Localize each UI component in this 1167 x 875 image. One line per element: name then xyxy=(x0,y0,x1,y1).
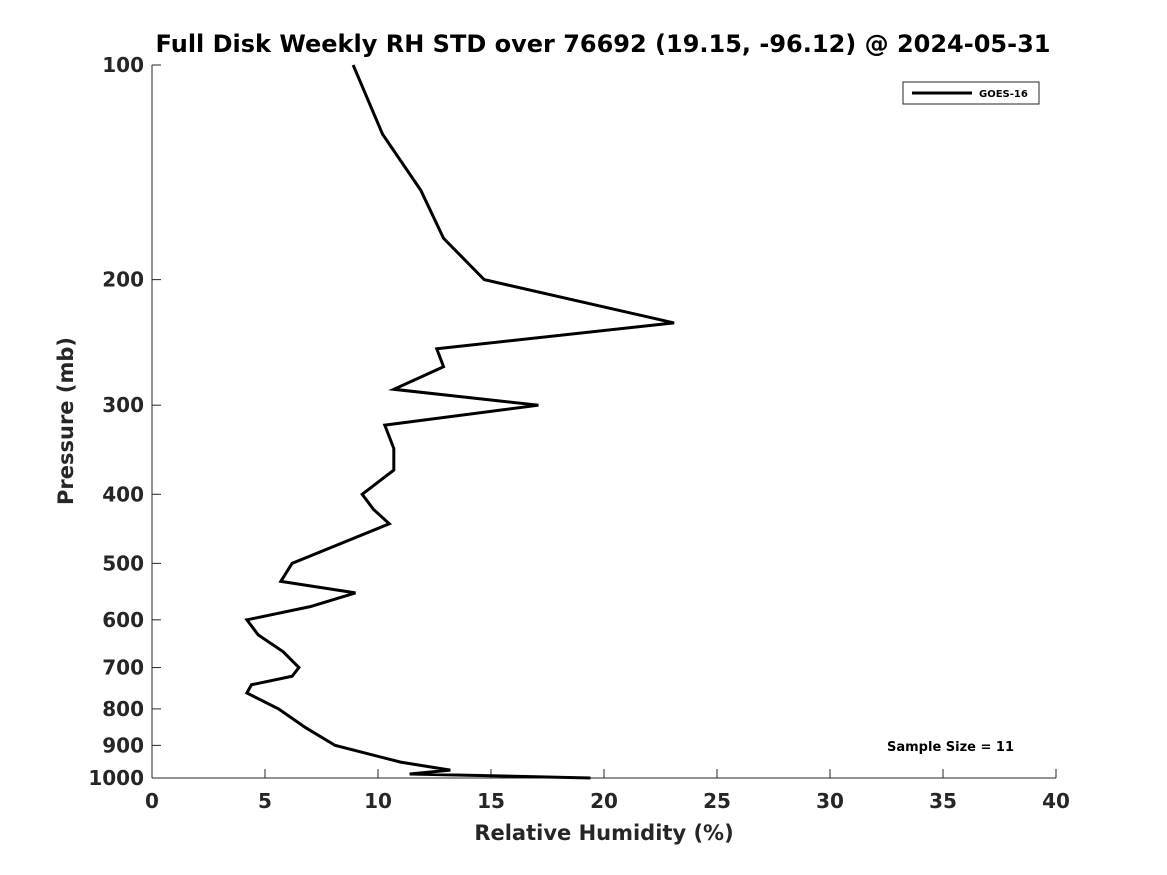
y-tick-label: 300 xyxy=(102,393,144,417)
x-tick-label: 30 xyxy=(816,789,844,813)
x-axis-label: Relative Humidity (%) xyxy=(474,821,733,845)
legend: GOES-16 xyxy=(902,81,1040,105)
y-tick-label: 900 xyxy=(102,733,144,757)
plot-area xyxy=(152,65,1056,778)
legend-label: GOES-16 xyxy=(979,89,1028,100)
y-tick-label: 200 xyxy=(102,268,144,292)
y-tick-label: 1000 xyxy=(88,766,144,790)
x-tick-label: 40 xyxy=(1042,789,1070,813)
x-tick-label: 25 xyxy=(703,789,731,813)
x-tick-label: 0 xyxy=(145,789,159,813)
x-tick-label: 15 xyxy=(477,789,505,813)
sample-size-annotation: Sample Size = 11 xyxy=(887,740,1014,755)
y-tick-label: 700 xyxy=(102,656,144,680)
y-tick-label: 400 xyxy=(102,482,144,506)
y-tick-label: 600 xyxy=(102,608,144,632)
y-tick-label: 500 xyxy=(102,551,144,575)
y-axis-ticks: 100 200 300 400 500 600 700 800 900 1000 xyxy=(88,53,161,790)
x-tick-label: 10 xyxy=(364,789,392,813)
chart-title: Full Disk Weekly RH STD over 76692 (19.1… xyxy=(156,30,1051,58)
y-tick-label: 800 xyxy=(102,697,144,721)
x-tick-label: 20 xyxy=(590,789,618,813)
x-tick-label: 35 xyxy=(929,789,957,813)
x-tick-label: 5 xyxy=(258,789,272,813)
series-line-goes-16 xyxy=(244,64,675,780)
y-axis-label: Pressure (mb) xyxy=(54,337,78,505)
y-tick-label: 100 xyxy=(102,53,144,77)
series-group xyxy=(244,64,675,780)
x-axis-ticks: 0 5 10 15 20 25 30 35 40 xyxy=(145,769,1070,813)
